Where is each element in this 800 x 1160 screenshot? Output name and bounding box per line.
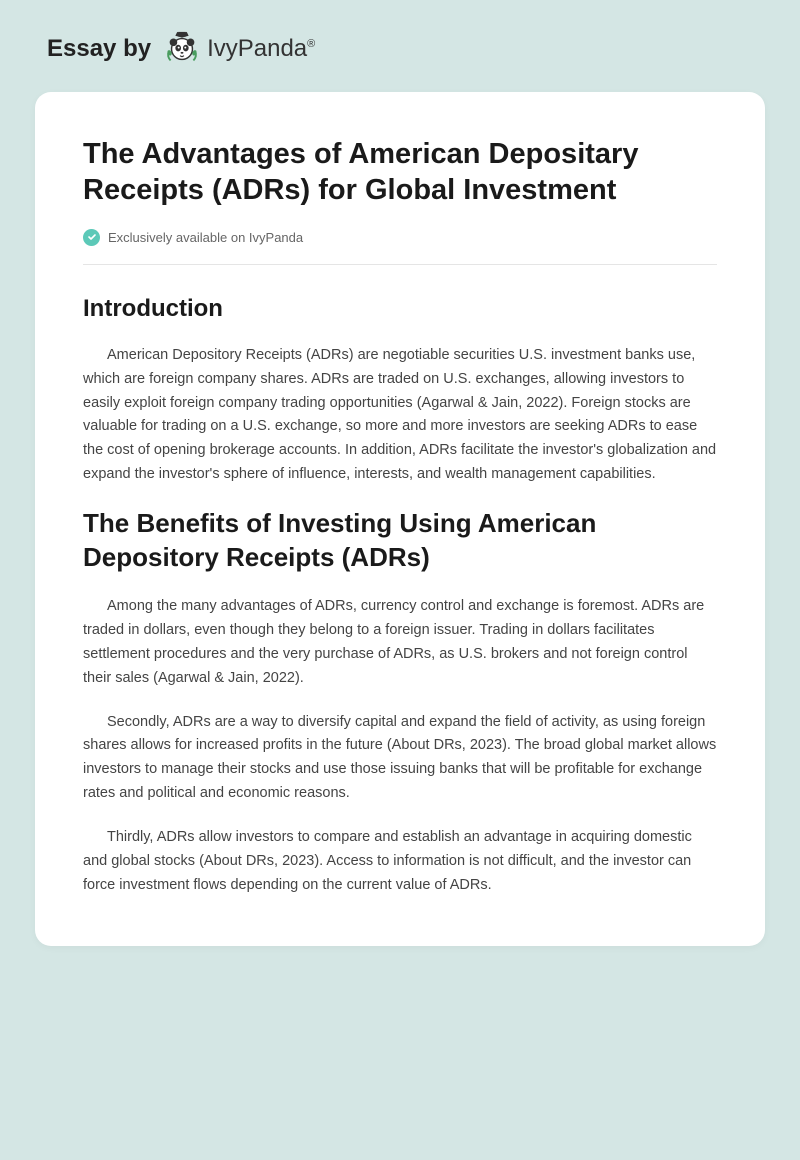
paragraph: American Depository Receipts (ADRs) are … xyxy=(83,344,717,488)
paragraph: Secondly, ADRs are a way to diversify ca… xyxy=(83,711,717,807)
section-heading-intro: Introduction xyxy=(83,293,717,324)
essay-by-label: Essay by xyxy=(47,35,151,63)
brand-text: IvyPanda xyxy=(207,35,307,62)
panda-icon xyxy=(163,30,201,68)
check-icon xyxy=(83,229,100,246)
brand-reg: ® xyxy=(307,38,315,50)
page-title: The Advantages of American Depositary Re… xyxy=(83,136,717,209)
paragraph: Thirdly, ADRs allow investors to compare… xyxy=(83,826,717,898)
badge-text: Exclusively available on IvyPanda xyxy=(108,230,303,245)
section-heading-benefits: The Benefits of Investing Using American… xyxy=(83,507,717,575)
header-bar: Essay by IvyPanda® xyxy=(35,30,765,68)
paragraph: Among the many advantages of ADRs, curre… xyxy=(83,595,717,691)
brand-logo[interactable]: IvyPanda® xyxy=(163,30,315,68)
document-card: The Advantages of American Depositary Re… xyxy=(35,92,765,946)
brand-name: IvyPanda® xyxy=(207,35,315,63)
exclusive-badge: Exclusively available on IvyPanda xyxy=(83,229,717,265)
